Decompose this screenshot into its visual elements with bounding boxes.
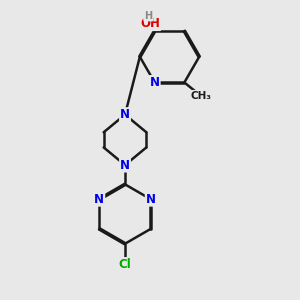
Text: N: N (120, 159, 130, 172)
Text: N: N (150, 76, 160, 89)
Text: Cl: Cl (118, 258, 131, 271)
Text: N: N (120, 108, 130, 121)
Text: OH: OH (140, 17, 160, 30)
Text: H: H (144, 11, 152, 21)
Text: N: N (146, 193, 156, 206)
Text: CH₃: CH₃ (190, 91, 211, 101)
Text: N: N (94, 193, 104, 206)
